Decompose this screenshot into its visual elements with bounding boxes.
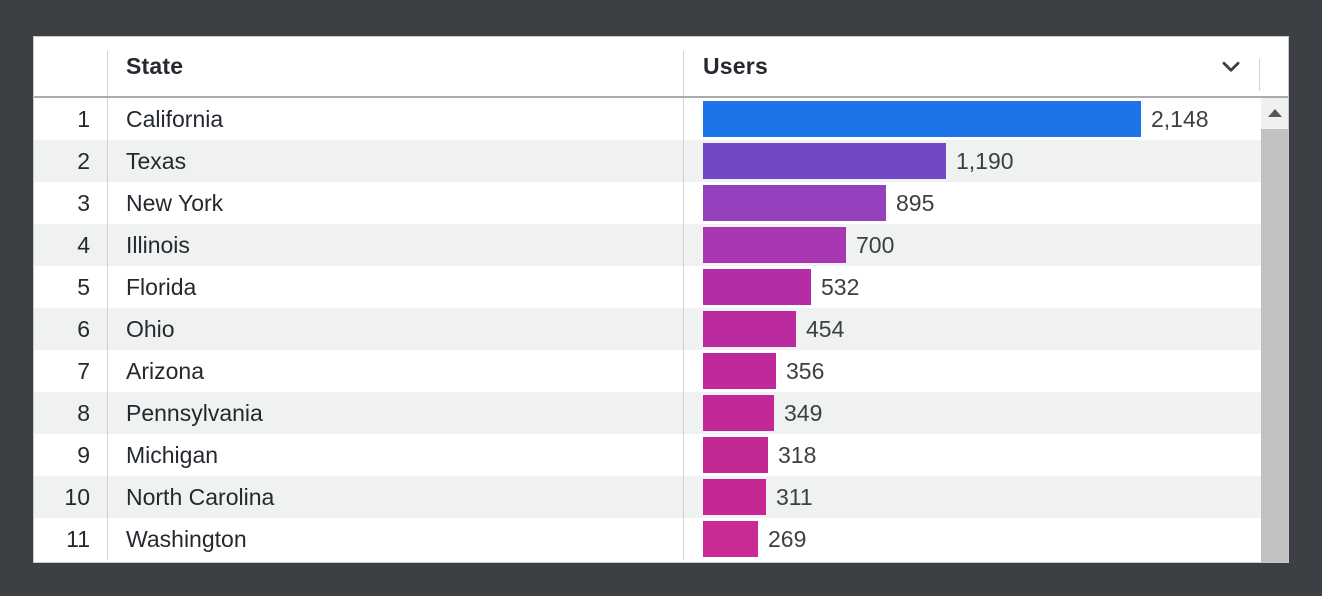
header-users-label: Users [703,53,768,79]
rank-cell: 7 [34,350,108,392]
users-value: 311 [776,483,813,510]
users-value: 454 [806,315,845,342]
state-cell: New York [108,182,684,224]
users-value: 532 [821,273,860,300]
users-bar [703,269,811,305]
scroll-up-button[interactable] [1261,98,1288,128]
users-bar [703,395,774,431]
users-value: 356 [786,357,825,384]
users-cell: 700 [684,224,1263,266]
header-state[interactable]: State [108,37,684,96]
users-bar [703,353,776,389]
rank-cell: 11 [34,518,108,560]
rank-cell: 4 [34,224,108,266]
users-bar [703,185,886,221]
state-cell: North Carolina [108,476,684,518]
table-body: 1 California 2,148 2 Texas 1,190 3 New York 895 4… [34,98,1263,562]
users-value: 349 [784,399,823,426]
users-cell: 532 [684,266,1263,308]
users-cell: 356 [684,350,1263,392]
rank-cell: 2 [34,140,108,182]
chevron-down-icon[interactable] [1218,54,1244,80]
triangle-up-icon [1267,109,1282,117]
state-cell: California [108,98,684,140]
table-row: 5 Florida 532 [34,266,1263,308]
state-cell: Ohio [108,308,684,350]
rank-cell: 5 [34,266,108,308]
table-row: 10 North Carolina 311 [34,476,1263,518]
header-state-label: State [126,53,184,79]
users-cell: 311 [684,476,1263,518]
rank-cell: 1 [34,98,108,140]
header-divider [683,51,684,96]
header-users[interactable]: Users [684,37,1260,96]
table-row: 6 Ohio 454 [34,308,1263,350]
state-cell: Illinois [108,224,684,266]
header-divider [1259,59,1260,91]
scrollbar-thumb[interactable] [1261,129,1288,562]
users-bar [703,227,846,263]
users-cell: 2,148 [684,98,1263,140]
table-header: State Users [34,37,1288,98]
users-bar [703,101,1141,137]
rank-cell: 10 [34,476,108,518]
rank-cell: 9 [34,434,108,476]
table-row: 3 New York 895 [34,182,1263,224]
users-cell: 318 [684,434,1263,476]
rank-cell: 8 [34,392,108,434]
rank-cell: 6 [34,308,108,350]
table-row: 1 California 2,148 [34,98,1263,140]
users-value: 1,190 [956,147,1014,174]
rank-cell: 3 [34,182,108,224]
users-value: 700 [856,231,895,258]
users-cell: 269 [684,518,1263,560]
state-cell: Michigan [108,434,684,476]
users-value: 895 [896,189,935,216]
users-value: 269 [768,525,807,552]
users-bar [703,479,766,515]
header-rank-column [34,37,108,96]
users-cell: 349 [684,392,1263,434]
table-row: 11 Washington 269 [34,518,1263,560]
users-cell: 454 [684,308,1263,350]
users-bar [703,311,796,347]
users-bar [703,437,768,473]
header-divider [107,51,108,96]
table-row: 4 Illinois 700 [34,224,1263,266]
users-value: 2,148 [1151,105,1209,132]
state-cell: Florida [108,266,684,308]
users-bar [703,521,758,557]
table-row: 7 Arizona 356 [34,350,1263,392]
state-cell: Washington [108,518,684,560]
state-cell: Pennsylvania [108,392,684,434]
users-cell: 895 [684,182,1263,224]
table-row: 8 Pennsylvania 349 [34,392,1263,434]
state-cell: Arizona [108,350,684,392]
data-table-panel: State Users 1 California 2,148 2 Texas 1,190 3… [33,36,1289,563]
table-row: 2 Texas 1,190 [34,140,1263,182]
users-value: 318 [778,441,817,468]
users-bar [703,143,946,179]
state-cell: Texas [108,140,684,182]
table-row: 9 Michigan 318 [34,434,1263,476]
users-cell: 1,190 [684,140,1263,182]
vertical-scrollbar[interactable] [1261,98,1288,562]
